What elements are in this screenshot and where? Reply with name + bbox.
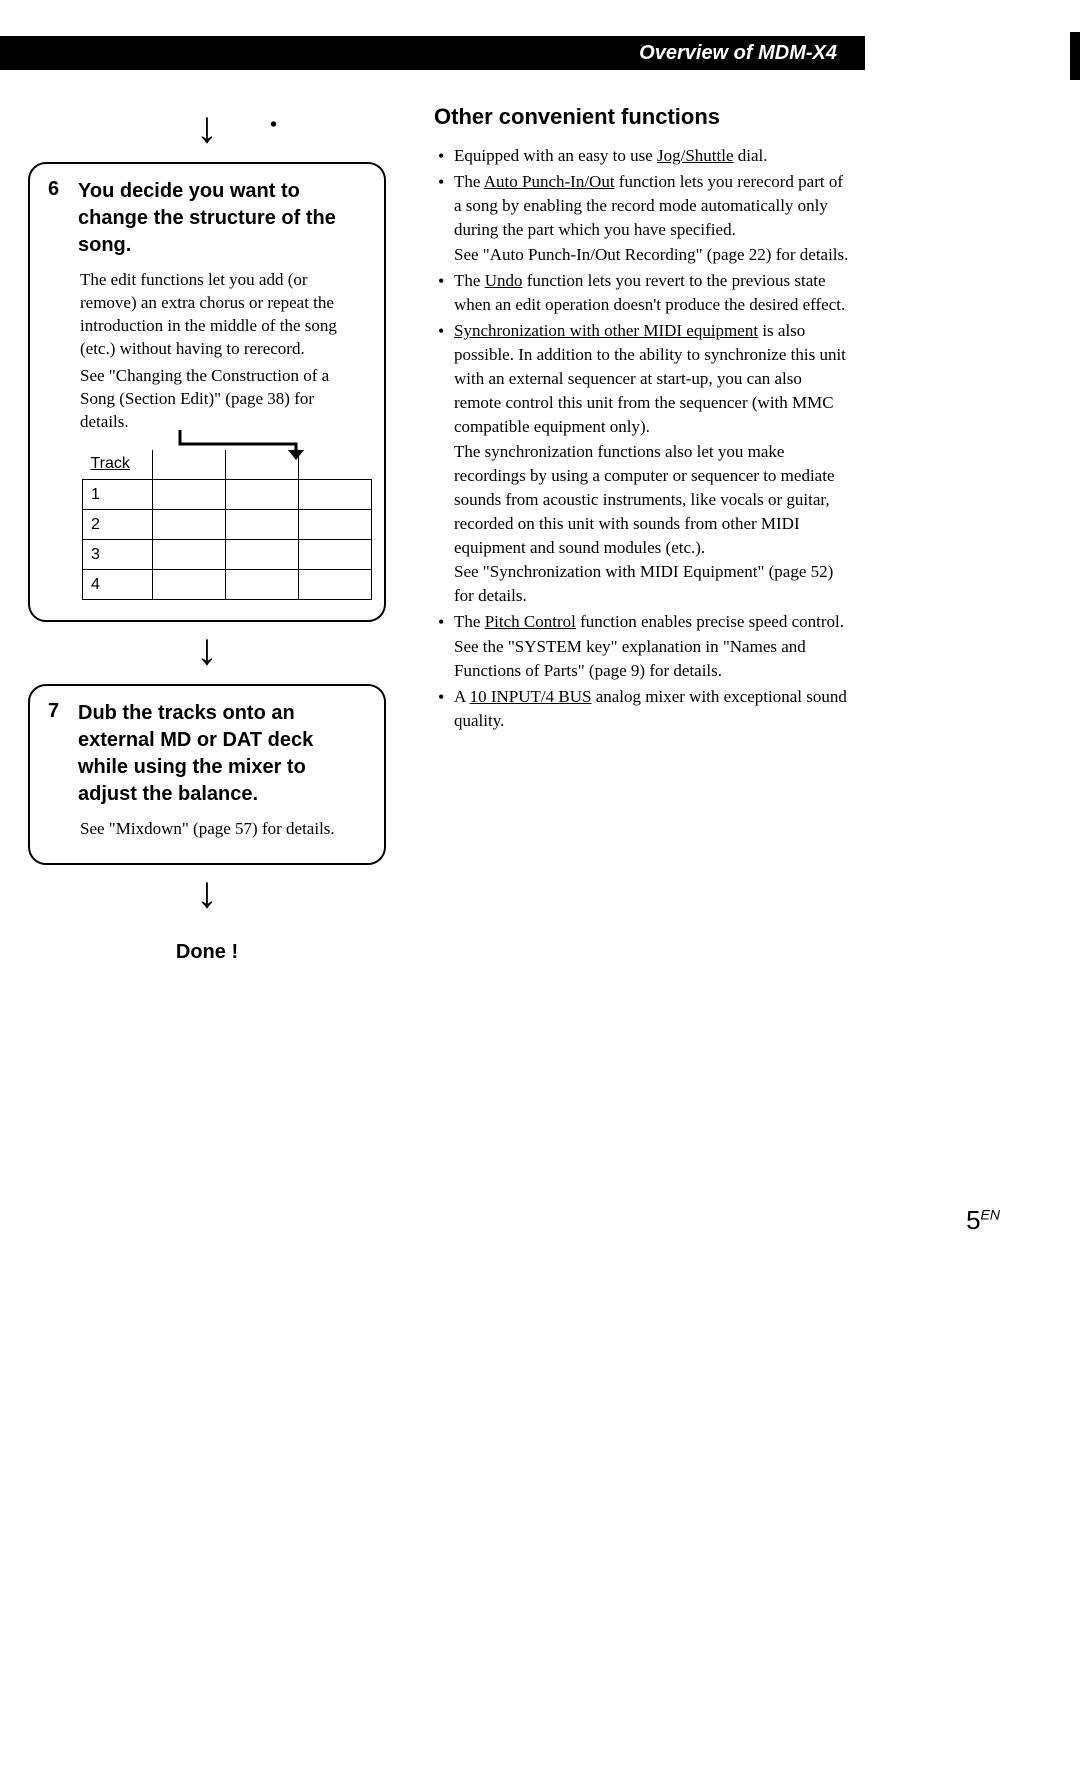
list-item: The Auto Punch-In/Out function lets you … [434,170,852,267]
feature-list: Equipped with an easy to use Jog/Shuttle… [434,144,852,733]
track-table: Track 1 2 3 4 [82,450,372,601]
step-6-box: 6 You decide you want to change the stru… [28,162,386,622]
right-column: Other convenient functions Equipped with… [434,100,852,964]
arrow-down-icon: ↓ [196,106,218,150]
page-number: 5EN [966,1205,1000,1236]
step-6-body-2: See "Changing the Construction of a Song… [80,365,366,434]
jog-shuttle-term: Jog/Shuttle [657,146,734,165]
step-6-number: 6 [48,178,66,201]
track-header: Track [91,455,130,472]
step-7-body-1: See "Mixdown" (page 57) for details. [80,818,366,841]
input-bus-term: 10 INPUT/4 BUS [470,687,592,706]
track-row: 3 [83,540,153,570]
step-6-title: You decide you want to change the struct… [78,178,366,259]
left-column: ↓ • 6 You decide you want to change the … [22,100,392,964]
step-7-head: 7 Dub the tracks onto an external MD or … [48,700,366,808]
pitch-control-term: Pitch Control [485,612,576,631]
arrow-row-3: ↓ [22,865,392,927]
section-title: Other convenient functions [434,104,852,130]
step-6-head: 6 You decide you want to change the stru… [48,178,366,259]
auto-punch-term: Auto Punch-In/Out [484,172,615,191]
page-num: 5 [966,1205,980,1235]
track-row: 4 [83,570,153,600]
list-item: A 10 INPUT/4 BUS analog mixer with excep… [434,685,852,733]
track-arrow-icon [178,428,308,462]
step-6-body: The edit functions let you add (or remov… [80,269,366,434]
arrow-row-1: ↓ • [22,100,392,162]
list-item: Synchronization with other MIDI equipmen… [434,319,852,609]
track-row: 1 [83,480,153,510]
header-prefix: Overview of [639,42,758,64]
edge-mark [1070,32,1080,80]
page-sup: EN [981,1206,1000,1222]
step-7-box: 7 Dub the tracks onto an external MD or … [28,684,386,865]
dot-mark: • [270,114,277,137]
step-6-body-1: The edit functions let you add (or remov… [80,269,366,361]
header-title: Overview of MDM-X4 [639,42,837,65]
arrow-down-icon: ↓ [196,871,218,915]
arrow-down-icon: ↓ [196,628,218,672]
list-item: Equipped with an easy to use Jog/Shuttle… [434,144,852,168]
list-item: The Pitch Control function enables preci… [434,610,852,682]
done-label: Done ! [22,941,392,964]
step-7-body: See "Mixdown" (page 57) for details. [80,818,366,841]
arrow-row-2: ↓ [22,622,392,684]
track-row: 2 [83,510,153,540]
step-7-number: 7 [48,700,66,723]
list-item: The Undo function lets you revert to the… [434,269,852,317]
step-7-title: Dub the tracks onto an external MD or DA… [78,700,366,808]
undo-term: Undo [485,271,523,290]
sync-midi-term: Synchronization with other MIDI equipmen… [454,321,758,340]
page-content: ↓ • 6 You decide you want to change the … [22,100,852,964]
header-model: MDM-X4 [758,42,837,64]
header-bar: Overview of MDM-X4 [0,36,865,70]
